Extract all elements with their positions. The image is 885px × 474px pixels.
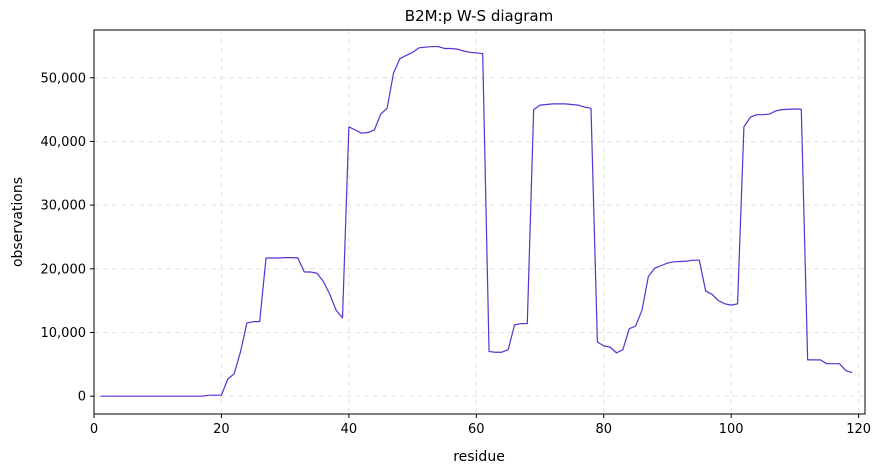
y-tick-label: 10,000 <box>41 326 87 341</box>
y-axis-ticks: 0 10,000 20,000 30,000 40,000 50,000 <box>41 71 94 405</box>
y-tick-label: 30,000 <box>41 199 87 214</box>
chart-title: B2M:p W-S diagram <box>405 7 553 25</box>
x-tick-label: 100 <box>719 422 744 437</box>
y-axis-label: observations <box>10 177 26 267</box>
x-tick-label: 20 <box>213 422 230 437</box>
y-tick-label: 0 <box>78 390 86 405</box>
x-axis-ticks: 0 20 40 60 80 100 120 <box>90 414 871 437</box>
plot-area-frame <box>93 29 866 415</box>
y-tick-label: 20,000 <box>41 262 87 277</box>
x-tick-label: 60 <box>468 422 485 437</box>
plot-lines <box>100 45 853 397</box>
x-tick-label: 0 <box>90 422 98 437</box>
x-tick-label: 40 <box>341 422 358 437</box>
x-tick-label: 120 <box>846 422 871 437</box>
y-tick-label: 40,000 <box>41 135 87 150</box>
series-line <box>100 45 853 397</box>
x-axis-label: residue <box>453 449 505 465</box>
gridlines <box>93 30 865 414</box>
x-tick-label: 80 <box>595 422 612 437</box>
y-tick-label: 50,000 <box>41 71 87 86</box>
